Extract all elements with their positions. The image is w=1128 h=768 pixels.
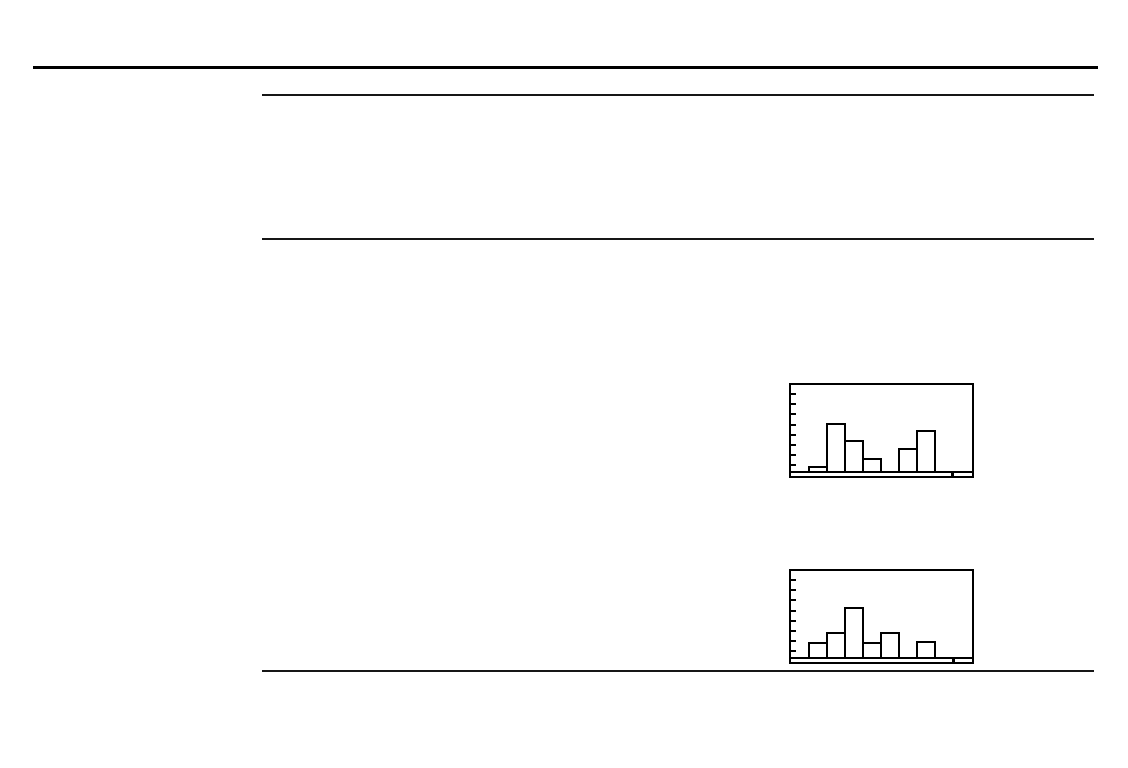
- histogram-screen-top: [789, 383, 974, 478]
- header-divider-rule: [262, 94, 1094, 96]
- y-axis-tick: [791, 589, 796, 592]
- y-axis-tick: [791, 630, 796, 632]
- histogram-bar: [826, 632, 846, 659]
- y-axis-tick: [791, 609, 796, 612]
- y-axis-tick: [791, 454, 796, 457]
- y-axis-tick: [791, 599, 796, 602]
- y-axis-tick: [791, 413, 796, 416]
- histogram-bar: [862, 642, 882, 659]
- x-axis-tick: [951, 471, 954, 476]
- histogram-bar: [808, 466, 828, 473]
- y-axis-tick: [791, 444, 796, 446]
- y-axis-tick: [791, 393, 796, 395]
- histogram-bar: [844, 440, 864, 473]
- section-top-rule: [262, 238, 1094, 240]
- section-bottom-rule: [262, 670, 1094, 672]
- y-axis-tick: [791, 579, 796, 581]
- histogram-bar: [826, 423, 846, 473]
- histogram-bar: [898, 448, 918, 473]
- histogram-bar: [844, 607, 864, 659]
- y-axis-tick: [791, 650, 796, 653]
- histogram-bar: [808, 642, 828, 659]
- y-axis-tick: [791, 433, 796, 436]
- y-axis-tick: [791, 423, 796, 426]
- histogram-bar: [880, 632, 900, 659]
- histogram-bar: [862, 458, 882, 473]
- histogram-bar: [916, 430, 936, 473]
- page-top-thick-rule: [33, 66, 1098, 69]
- histogram-screen-bottom: [789, 569, 974, 664]
- histogram-bar: [916, 641, 936, 659]
- x-axis-tick: [952, 657, 955, 662]
- y-axis-tick: [791, 464, 796, 467]
- y-axis-tick: [791, 403, 796, 406]
- y-axis-tick: [791, 640, 796, 643]
- y-axis-tick: [791, 619, 796, 622]
